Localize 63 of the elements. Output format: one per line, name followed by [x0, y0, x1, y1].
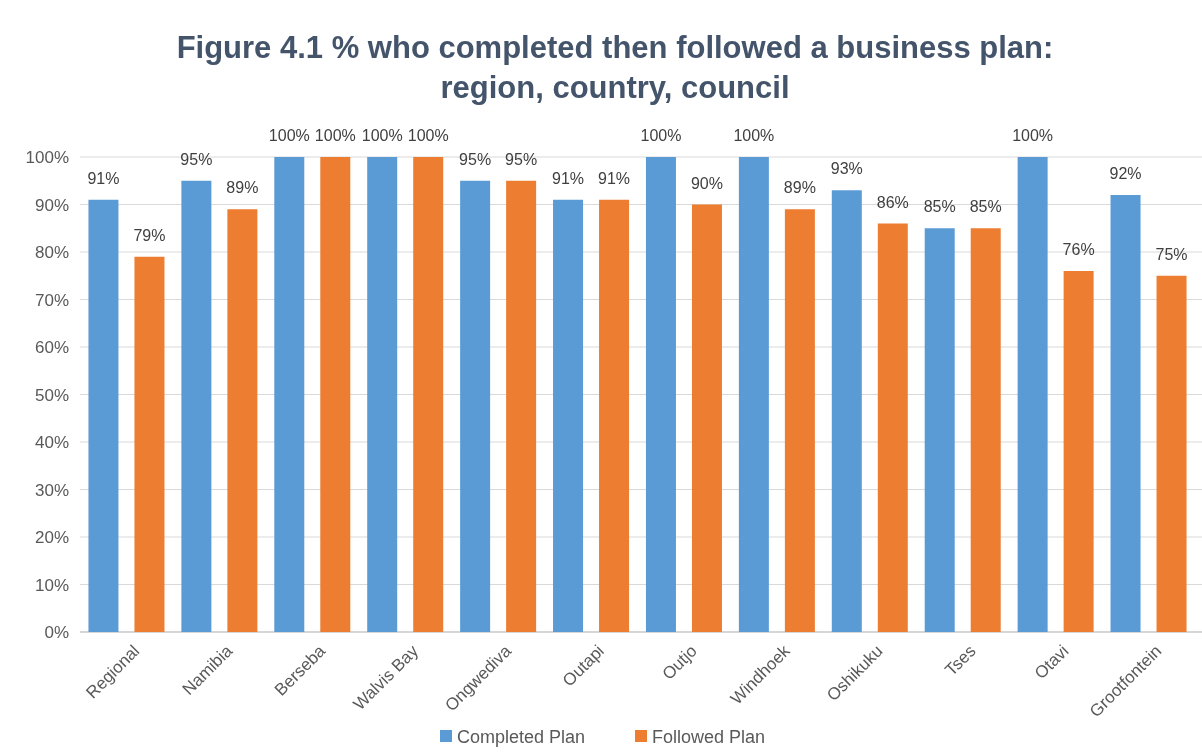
y-tick-label: 30%	[34, 480, 69, 500]
bar	[181, 180, 212, 632]
data-label: 91%	[552, 169, 585, 187]
data-label: 100%	[407, 127, 449, 144]
bar	[877, 223, 908, 632]
bar	[1063, 271, 1094, 632]
data-label: 91%	[598, 169, 631, 187]
data-label: 100%	[1012, 127, 1054, 144]
data-label: 75%	[1155, 245, 1188, 263]
y-tick-label: 40%	[34, 433, 69, 452]
bar	[134, 256, 165, 632]
data-label: 100%	[268, 127, 310, 144]
y-tick-label: 90%	[34, 195, 69, 215]
y-tick-label: 60%	[34, 338, 69, 357]
data-label: 85%	[923, 198, 956, 216]
y-tick-label: 80%	[34, 243, 69, 262]
data-label: 100%	[733, 127, 775, 144]
data-label: 91%	[87, 169, 120, 187]
data-label: 92%	[1109, 165, 1142, 182]
data-label: 95%	[459, 150, 492, 168]
bar	[1110, 195, 1141, 632]
legend-label: Followed Plan	[652, 727, 766, 747]
bar	[1017, 157, 1048, 632]
chart-title: Figure 4.1 % who completed then followed a business plan: region, country, council	[176, 30, 1054, 105]
data-label: 79%	[133, 226, 166, 244]
bar	[88, 199, 119, 632]
bar	[506, 180, 537, 632]
data-label: 76%	[1062, 241, 1095, 258]
legend-label: Completed Plan	[457, 727, 586, 747]
bar	[599, 199, 630, 632]
data-label: 100%	[314, 127, 356, 144]
bar	[784, 209, 815, 632]
bar	[924, 228, 955, 632]
data-label: 100%	[361, 127, 403, 144]
bar	[691, 204, 722, 632]
data-label: 89%	[226, 179, 259, 197]
bar	[831, 190, 862, 632]
data-label: 100%	[640, 127, 682, 144]
y-tick-label: 70%	[34, 290, 69, 310]
bar	[274, 157, 305, 632]
data-label: 95%	[180, 150, 213, 168]
bar	[227, 209, 258, 632]
bar	[460, 180, 491, 632]
bar	[320, 157, 351, 632]
y-tick-label: 50%	[34, 385, 69, 405]
bar	[970, 228, 1001, 632]
bar	[367, 157, 398, 632]
data-label: 95%	[505, 150, 538, 168]
y-tick-label: 20%	[34, 528, 69, 547]
data-label: 85%	[969, 198, 1002, 216]
bar	[645, 157, 676, 632]
bar	[1156, 275, 1187, 632]
data-label: 89%	[783, 179, 816, 197]
y-tick-label: 0%	[44, 623, 69, 642]
data-label: 86%	[876, 193, 909, 211]
bar	[738, 157, 769, 632]
x-tick-label: Tses	[941, 641, 980, 680]
data-label: 93%	[830, 160, 863, 178]
y-tick-label: 100%	[25, 148, 69, 167]
data-label: 90%	[690, 174, 723, 192]
bar	[413, 157, 444, 632]
y-tick-label: 10%	[34, 575, 69, 595]
bar	[553, 199, 584, 632]
